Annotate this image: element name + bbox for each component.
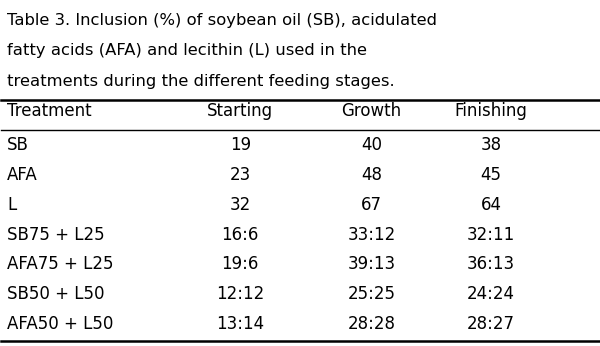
Text: 39:13: 39:13 <box>347 255 396 273</box>
Text: 32: 32 <box>230 196 251 214</box>
Text: 40: 40 <box>361 136 382 154</box>
Text: Starting: Starting <box>207 102 274 120</box>
Text: 16:6: 16:6 <box>221 226 259 244</box>
Text: Treatment: Treatment <box>7 102 92 120</box>
Text: 67: 67 <box>361 196 382 214</box>
Text: AFA75 + L25: AFA75 + L25 <box>7 255 114 273</box>
Text: Finishing: Finishing <box>455 102 527 120</box>
Text: 38: 38 <box>481 136 502 154</box>
Text: AFA50 + L50: AFA50 + L50 <box>7 315 114 333</box>
Text: AFA: AFA <box>7 166 38 184</box>
Text: Growth: Growth <box>341 102 402 120</box>
Text: 28:28: 28:28 <box>347 315 395 333</box>
Text: 45: 45 <box>481 166 502 184</box>
Text: 28:27: 28:27 <box>467 315 515 333</box>
Text: Table 3. Inclusion (%) of soybean oil (SB), acidulated: Table 3. Inclusion (%) of soybean oil (S… <box>7 13 437 28</box>
Text: SB50 + L50: SB50 + L50 <box>7 285 105 303</box>
Text: 13:14: 13:14 <box>216 315 265 333</box>
Text: 24:24: 24:24 <box>467 285 515 303</box>
Text: 19: 19 <box>230 136 251 154</box>
Text: 12:12: 12:12 <box>216 285 265 303</box>
Text: 36:13: 36:13 <box>467 255 515 273</box>
Text: L: L <box>7 196 17 214</box>
Text: 32:11: 32:11 <box>467 226 515 244</box>
Text: SB75 + L25: SB75 + L25 <box>7 226 105 244</box>
Text: 64: 64 <box>481 196 502 214</box>
Text: 48: 48 <box>361 166 382 184</box>
Text: 25:25: 25:25 <box>347 285 395 303</box>
Text: 33:12: 33:12 <box>347 226 396 244</box>
Text: treatments during the different feeding stages.: treatments during the different feeding … <box>7 74 395 89</box>
Text: 19:6: 19:6 <box>221 255 259 273</box>
Text: fatty acids (AFA) and lecithin (L) used in the: fatty acids (AFA) and lecithin (L) used … <box>7 44 367 58</box>
Text: 23: 23 <box>230 166 251 184</box>
Text: SB: SB <box>7 136 29 154</box>
